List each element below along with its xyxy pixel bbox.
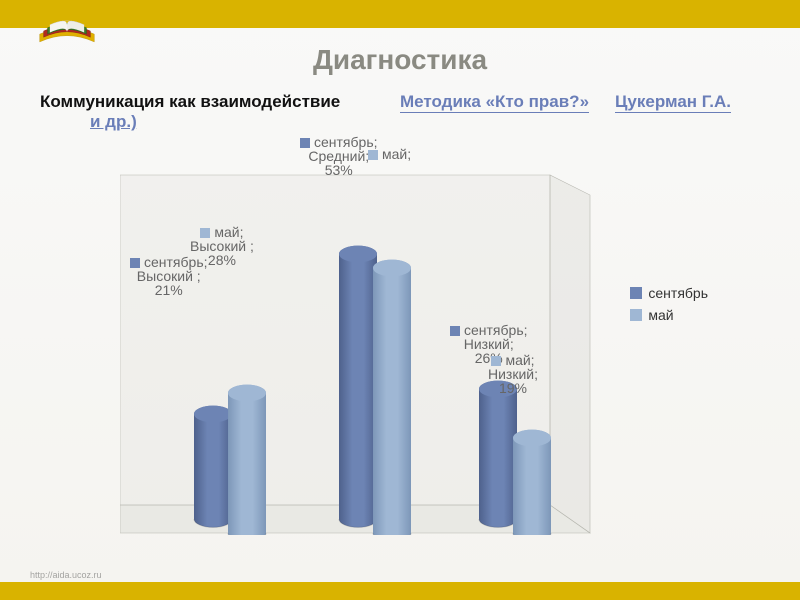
legend-label: май <box>648 307 673 323</box>
chart-svg <box>120 155 680 535</box>
chart-container: сентябрь май сентябрь;Высокий ;21%май;Вы… <box>120 155 680 535</box>
legend-label: сентябрь <box>648 285 708 301</box>
subtitle-link-2[interactable]: Цукерман Г.А. <box>615 92 731 113</box>
data-label: сентябрь;Средний;53% <box>300 135 378 177</box>
subtitle-left: Коммуникация как взаимодействие <box>40 92 340 112</box>
legend-swatch <box>630 287 642 299</box>
bottom-accent-bar <box>0 582 800 600</box>
legend-item: сентябрь <box>630 285 708 301</box>
data-label: май;Низкий;19% <box>488 353 538 395</box>
subtitle-left-extra: и др.) <box>90 112 137 132</box>
data-label: май; <box>368 147 411 161</box>
book-icon <box>28 6 106 56</box>
chart-legend: сентябрь май <box>630 285 708 329</box>
legend-swatch <box>630 309 642 321</box>
top-accent-bar <box>0 0 800 28</box>
footer-url: http://aida.ucoz.ru <box>30 570 102 580</box>
legend-item: май <box>630 307 708 323</box>
data-label: май;Высокий ;28% <box>190 225 254 267</box>
page-title: Диагностика <box>0 44 800 76</box>
subtitle-link-1[interactable]: Методика «Кто прав?» <box>400 92 589 113</box>
